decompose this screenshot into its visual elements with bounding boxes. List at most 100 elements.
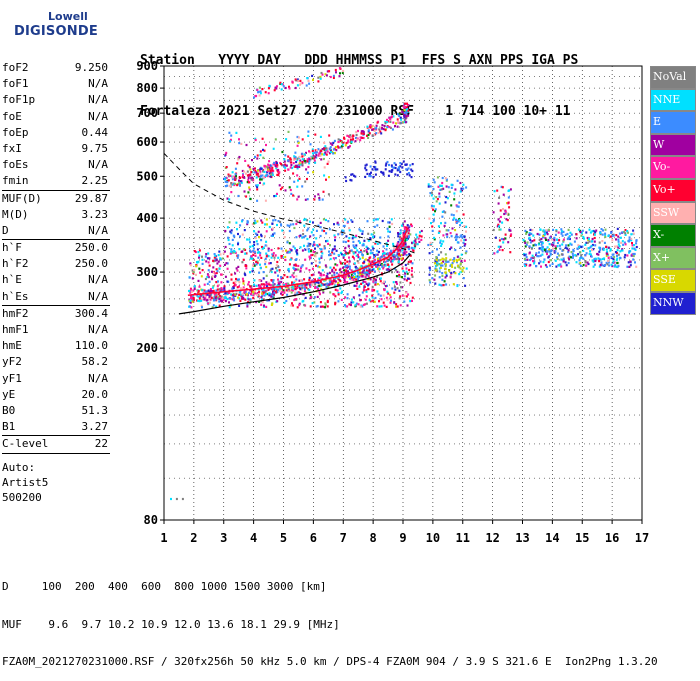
echo-point (547, 238, 550, 242)
echo-point (301, 236, 304, 239)
echo-point (432, 178, 435, 181)
echo-point (460, 259, 463, 262)
echo-point (372, 124, 375, 127)
echo-point (260, 219, 263, 222)
echo-point (407, 245, 410, 248)
echo-point (589, 246, 592, 249)
echo-point (240, 181, 243, 184)
echo-point (226, 255, 229, 258)
echo-point (626, 230, 629, 233)
echo-point (575, 233, 578, 236)
echo-point (347, 146, 350, 149)
echo-point (214, 296, 217, 300)
echo-point (278, 184, 281, 187)
echo-point (324, 73, 327, 76)
echo-point (306, 198, 309, 201)
echo-point (365, 271, 368, 274)
echo-point (459, 181, 462, 185)
echo-point (444, 211, 447, 214)
echo-point (437, 253, 440, 256)
echo-point (198, 297, 201, 300)
echo-point (390, 218, 393, 221)
echo-point (571, 256, 574, 259)
echo-point (327, 220, 330, 223)
echo-point (254, 288, 257, 291)
echo-point (445, 257, 448, 260)
echo-point (297, 179, 299, 182)
echo-point (342, 256, 345, 259)
echo-point (341, 147, 344, 150)
echo-point (380, 298, 383, 301)
echo-point (201, 262, 204, 265)
param-value: 58.2 (81, 355, 109, 369)
echo-point (376, 168, 379, 171)
param-key: MUF(D) (2, 191, 42, 205)
echo-point (379, 294, 382, 297)
echo-point (254, 167, 256, 170)
param-row: foEs N/A (2, 157, 110, 173)
echo-point (333, 252, 336, 255)
echo-point (395, 244, 398, 247)
echo-point (339, 280, 342, 283)
echo-point (234, 167, 237, 170)
echo-point (570, 256, 572, 259)
echo-point (271, 295, 274, 298)
echo-point (255, 184, 258, 187)
param-value: 51.3 (81, 403, 109, 417)
param-row: yF1 N/A (2, 371, 110, 387)
echo-point (251, 159, 253, 162)
echo-point (610, 256, 613, 259)
echo-point (236, 184, 239, 187)
echo-point (593, 236, 596, 240)
echo-point (339, 72, 341, 75)
echo-point (460, 253, 463, 256)
echo-point (270, 270, 273, 274)
echo-point (374, 278, 377, 281)
echo-point (448, 269, 451, 272)
echo-point (589, 250, 592, 253)
echo-point (458, 266, 461, 269)
echo-point (445, 274, 448, 277)
echo-point (337, 281, 340, 284)
echo-point (319, 75, 322, 78)
echo-point (192, 296, 195, 299)
echo-point (633, 247, 636, 250)
echo-point (441, 264, 444, 267)
echo-point (251, 264, 254, 267)
echo-point (376, 253, 379, 256)
echo-point (341, 290, 344, 293)
echo-point (548, 243, 551, 246)
echo-point (389, 249, 392, 252)
echo-point (374, 167, 377, 171)
echo-point (345, 142, 348, 145)
echo-point (459, 235, 462, 238)
echo-point (294, 288, 297, 291)
echo-point (290, 192, 293, 195)
echo-point (228, 291, 231, 294)
x-tick-label: 15 (575, 531, 589, 545)
echo-point (543, 258, 546, 261)
echo-point (287, 282, 290, 285)
echo-point (347, 252, 350, 255)
echo-point (255, 284, 258, 287)
echo-point (395, 305, 398, 308)
param-key: B0 (2, 403, 16, 417)
echo-point (365, 245, 368, 248)
echo-point (311, 148, 314, 151)
echo-point (445, 195, 448, 199)
echo-point (318, 257, 321, 260)
echo-point (250, 292, 252, 295)
echo-point (632, 254, 635, 258)
echo-point (342, 266, 345, 269)
echo-point (400, 118, 403, 121)
echo-point (359, 272, 362, 275)
echo-point (324, 264, 327, 267)
echo-point (197, 295, 200, 298)
echo-point (344, 144, 347, 147)
echo-point (226, 262, 229, 265)
echo-point (402, 245, 405, 248)
echo-point (461, 270, 464, 273)
echo-point (280, 276, 283, 279)
echo-point (262, 291, 265, 294)
echo-point (382, 301, 385, 304)
